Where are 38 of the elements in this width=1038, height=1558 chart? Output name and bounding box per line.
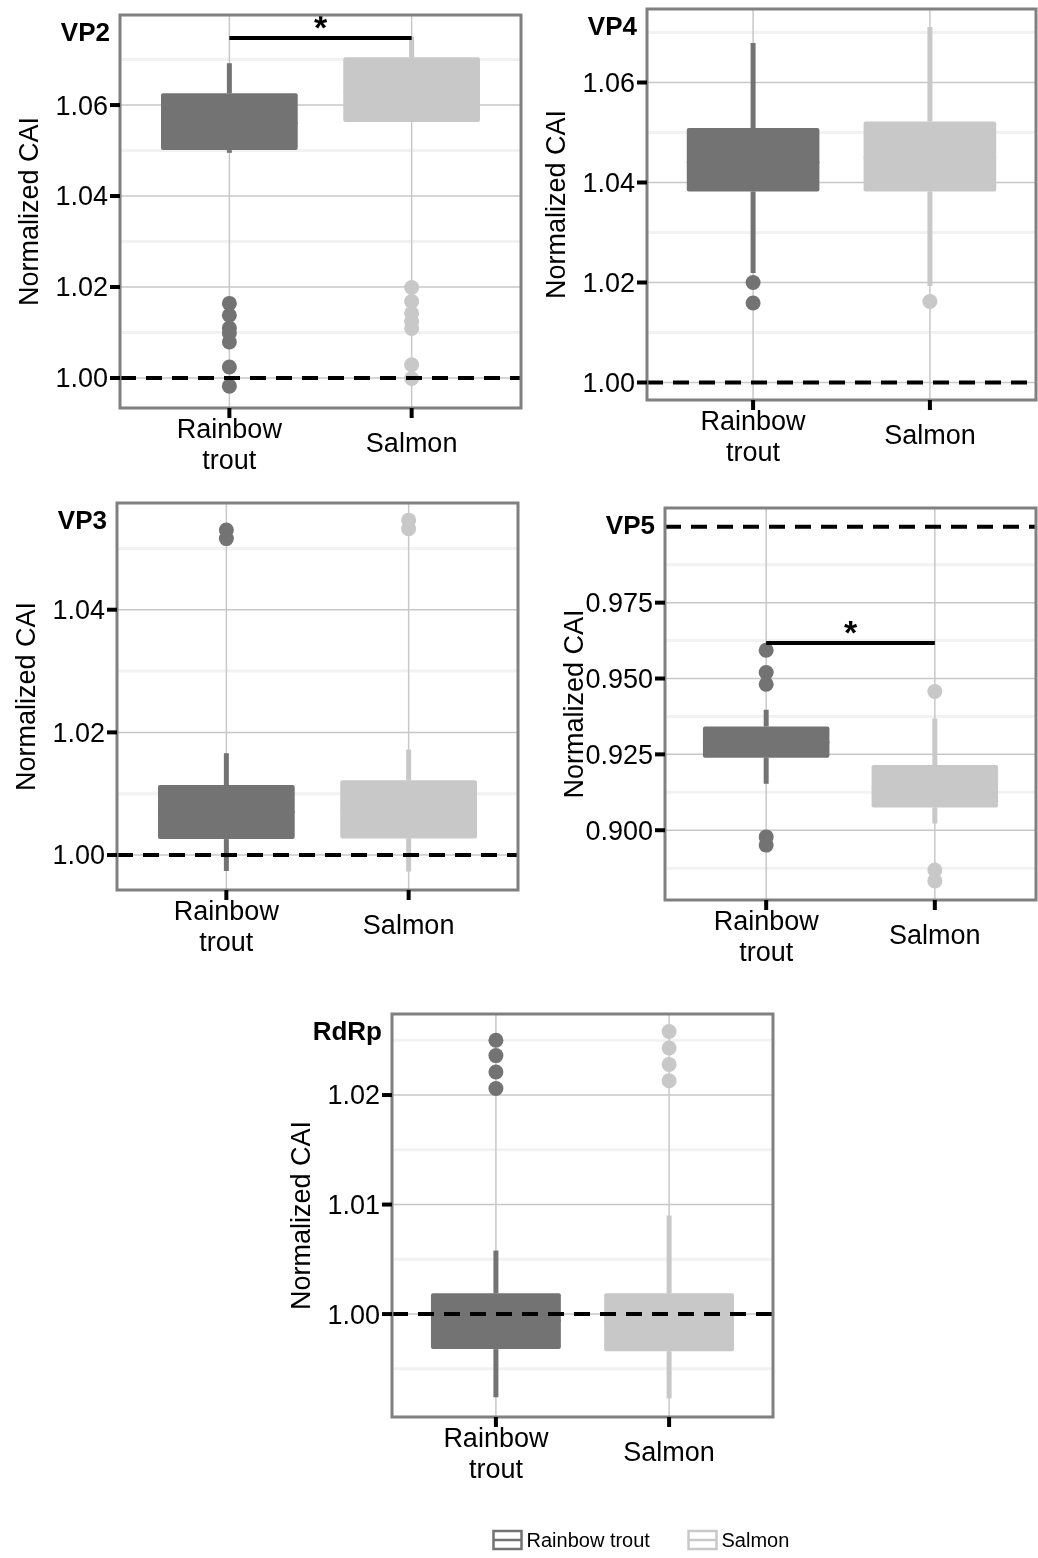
y-axis-title: Normalized CAI <box>11 601 41 792</box>
chart-title: VP2 <box>60 17 110 47</box>
y-tick-label: 1.04 <box>52 595 105 626</box>
y-axis-title: Normalized CAI <box>14 116 44 307</box>
x-tick-label: Rainbow trout <box>176 414 283 475</box>
y-tick-label: 1.02 <box>582 267 635 298</box>
y-tick-label: 1.02 <box>52 717 105 748</box>
x-tick-label: Rainbow trout <box>713 906 820 967</box>
chart-title: VP3 <box>57 505 107 535</box>
annotation: * <box>313 8 328 46</box>
y-axis-title: Normalized CAI <box>541 109 571 300</box>
y-tick-label: 1.02 <box>55 272 108 303</box>
chart-title: VP5 <box>605 510 655 540</box>
y-tick-label: 0.900 <box>585 815 653 846</box>
y-tick-label: 1.06 <box>582 67 635 98</box>
y-tick-label: 1.04 <box>55 181 108 212</box>
x-tick-label: Rainbow trout <box>173 896 280 957</box>
legend-label: Salmon <box>721 1529 790 1551</box>
y-tick-label: 0.950 <box>585 663 653 694</box>
x-tick-label: Salmon <box>362 910 455 940</box>
legend-label: Rainbow trout <box>526 1529 651 1551</box>
x-tick-label: Salmon <box>365 428 458 458</box>
y-tick-label: 1.06 <box>55 90 108 121</box>
y-tick-label: 1.00 <box>582 367 635 398</box>
y-tick-label: 1.01 <box>327 1190 380 1220</box>
x-tick-label: Rainbow trout <box>700 406 807 467</box>
y-tick-label: 1.00 <box>55 363 108 394</box>
chart-title: VP4 <box>587 11 638 41</box>
x-tick-label: Salmon <box>889 920 981 950</box>
y-tick-label: 1.02 <box>327 1080 380 1111</box>
chart-title: RdRp <box>312 1016 382 1046</box>
x-tick-label: Salmon <box>884 420 976 450</box>
y-tick-label: 0.975 <box>585 588 653 619</box>
y-tick-label: 1.04 <box>582 167 635 198</box>
y-tick-label: 1.00 <box>52 840 105 871</box>
y-axis-title: Normalized CAI <box>286 1120 316 1311</box>
y-tick-label: 1.00 <box>327 1299 380 1330</box>
annotation: * <box>843 613 858 651</box>
